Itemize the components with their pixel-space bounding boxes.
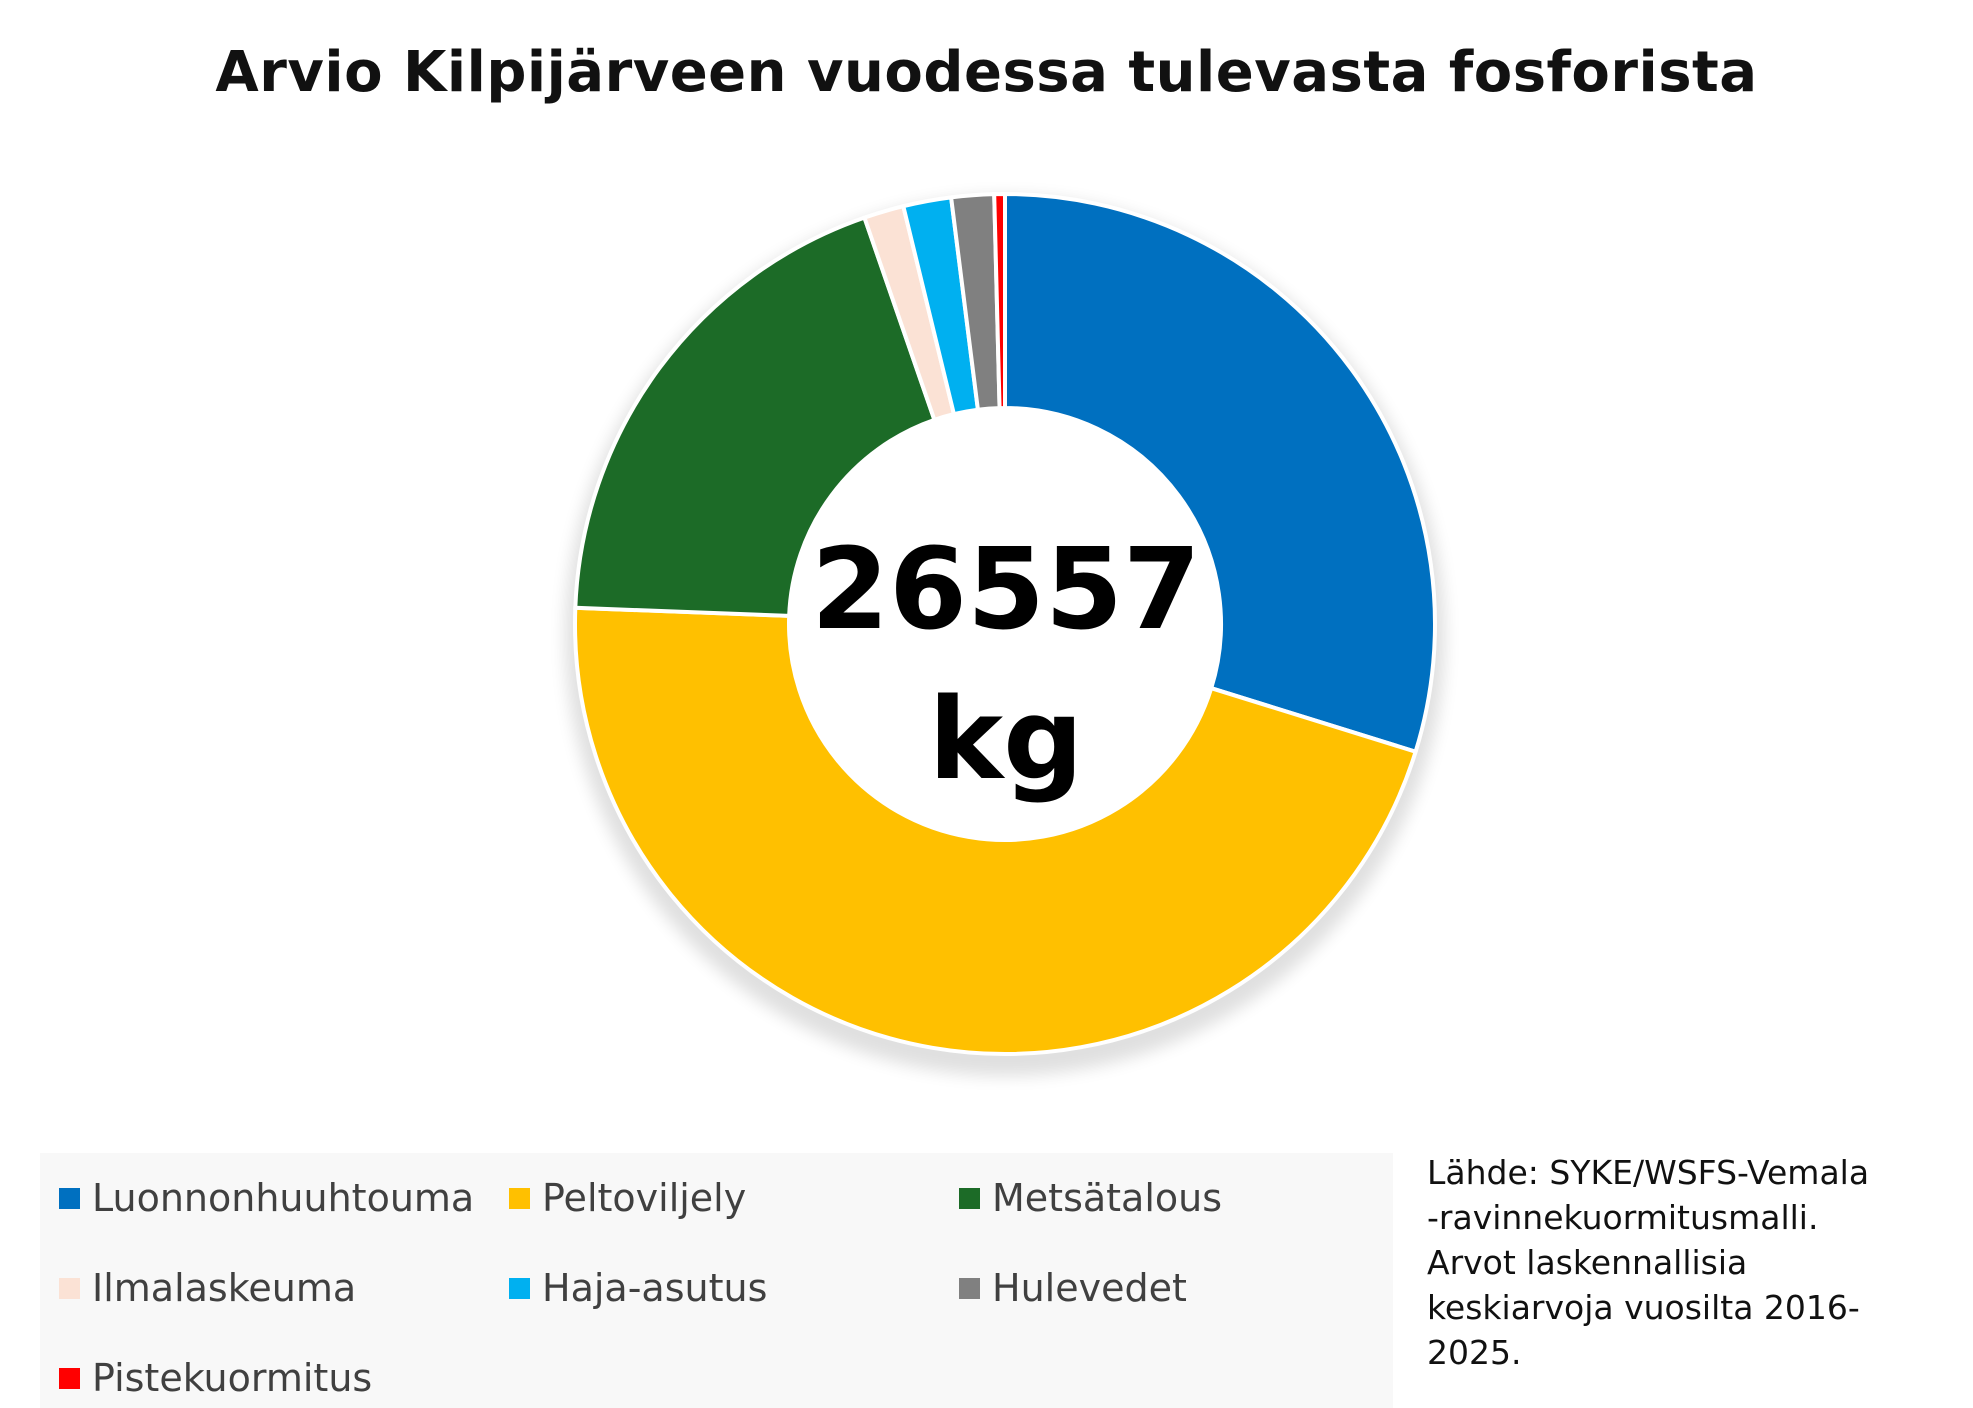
source-note: Lähde: SYKE/WSFS-Vemala -ravinnekuormitu… [1427, 1150, 1947, 1375]
legend-item-haja-asutus: Haja-asutus [509, 1258, 767, 1318]
donut-hole [789, 408, 1221, 840]
legend-label: Haja-asutus [542, 1266, 768, 1310]
source-note-line: 2025. [1427, 1333, 1522, 1372]
chart-title: Arvio Kilpijärveen vuodessa tulevasta fo… [215, 40, 1758, 105]
center-total-unit: kg [928, 675, 1084, 805]
legend-label: Metsätalous [992, 1176, 1223, 1220]
legend-item-peltoviljely: Peltoviljely [509, 1168, 746, 1228]
legend-swatch-luonnonhuuhtouma [59, 1187, 80, 1209]
legend-item-pistekuormitus: Pistekuormitus [59, 1348, 372, 1408]
source-note-line: Lähde: SYKE/WSFS-Vemala [1427, 1153, 1870, 1192]
legend-swatch-pistekuormitus [59, 1367, 80, 1389]
legend-item-luonnonhuuhtouma: Luonnonhuuhtouma [59, 1168, 474, 1228]
donut-chart [565, 194, 1445, 1076]
legend: Luonnonhuuhtouma Peltoviljely Metsätalou… [40, 1153, 1393, 1408]
legend-label: Pistekuormitus [92, 1356, 373, 1400]
legend-label: Ilmalaskeuma [92, 1266, 357, 1310]
source-note-line: -ravinnekuormitusmalli. [1427, 1198, 1819, 1237]
legend-swatch-metsatalous [959, 1187, 980, 1209]
legend-label: Luonnonhuuhtouma [92, 1176, 475, 1220]
legend-item-metsatalous: Metsätalous [959, 1168, 1222, 1228]
legend-swatch-peltoviljely [509, 1187, 530, 1209]
legend-label: Hulevedet [992, 1266, 1187, 1310]
legend-swatch-hulevedet [959, 1277, 980, 1299]
center-total-value: 26557 [811, 525, 1201, 655]
legend-label: Peltoviljely [542, 1176, 747, 1220]
legend-item-ilmalaskeuma: Ilmalaskeuma [59, 1258, 356, 1318]
legend-swatch-ilmalaskeuma [59, 1277, 80, 1299]
source-note-line: Arvot laskennallisia [1427, 1243, 1748, 1282]
source-note-line: keskiarvoja vuosilta 2016- [1427, 1288, 1860, 1327]
legend-item-hulevedet: Hulevedet [959, 1258, 1187, 1318]
legend-swatch-haja-asutus [509, 1277, 530, 1299]
